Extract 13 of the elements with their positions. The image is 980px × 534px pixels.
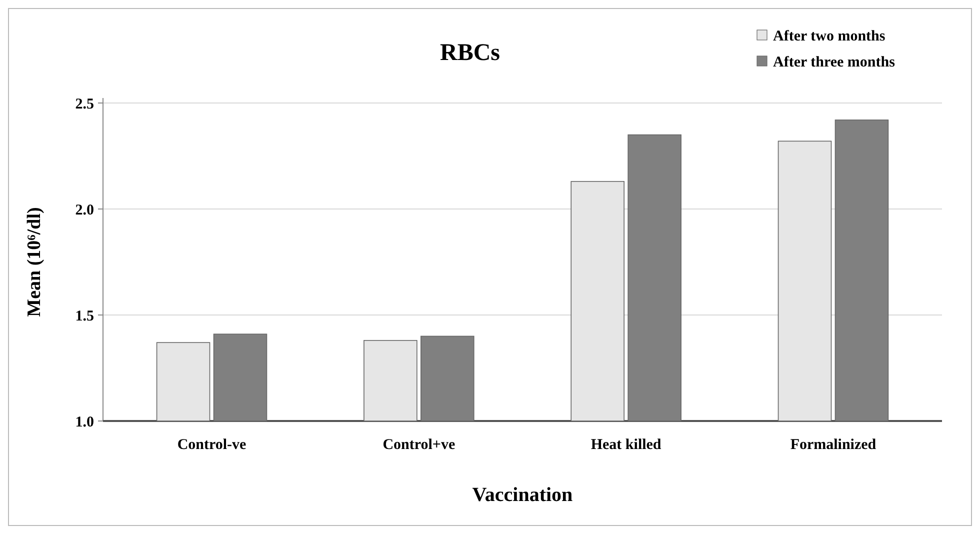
legend-label: After three months [773,54,896,70]
y-tick-label: 1.0 [75,414,94,430]
chart-title: RBCs [440,40,500,66]
y-tick-label: 2.0 [75,202,94,218]
x-tick-label: Heat killed [590,437,662,453]
x-axis-title: Vaccination [472,484,573,506]
x-tick-label: Control-ve [177,437,247,453]
y-axis-title: Mean (10⁶/dl) [24,207,45,317]
legend-label: After two months [773,28,886,44]
y-tick-label: 1.5 [75,308,94,324]
x-tick-label: Control+ve [382,437,456,453]
y-tick-label: 2.5 [75,96,94,112]
x-tick-label: Formalinized [790,437,877,453]
